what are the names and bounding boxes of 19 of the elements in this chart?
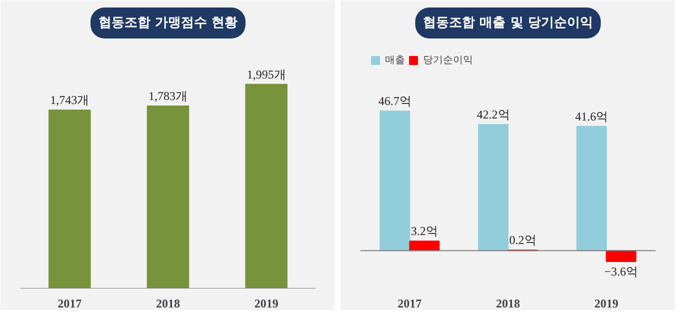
data-label: 1,783개 — [148, 89, 188, 104]
legend-label: 매출 — [385, 54, 405, 67]
data-label: −3.6억 — [604, 264, 638, 278]
x-tick-label: 2019 — [254, 296, 278, 310]
x-tick-label: 2018 — [496, 296, 520, 310]
data-label: 3.2억 — [410, 224, 438, 238]
data-label: 1,995개 — [246, 67, 286, 82]
data-label: 41.6억 — [575, 109, 608, 124]
data-label: 42.2억 — [476, 108, 510, 122]
x-tick-label: 2017 — [58, 296, 82, 310]
chart-title: 협동조합 가맹점수 현황 — [98, 16, 238, 30]
legend-label: 당기순이익 — [423, 54, 473, 67]
data-label: 46.7억 — [378, 94, 412, 108]
chart-title: 협동조합 매출 및 당기순이익 — [423, 16, 593, 30]
x-tick-label: 2019 — [594, 296, 618, 310]
x-tick-label: 2017 — [398, 296, 422, 310]
data-label: 1,743개 — [50, 93, 90, 108]
data-label: 0.2억 — [509, 233, 536, 248]
x-tick-label: 2018 — [156, 296, 180, 310]
